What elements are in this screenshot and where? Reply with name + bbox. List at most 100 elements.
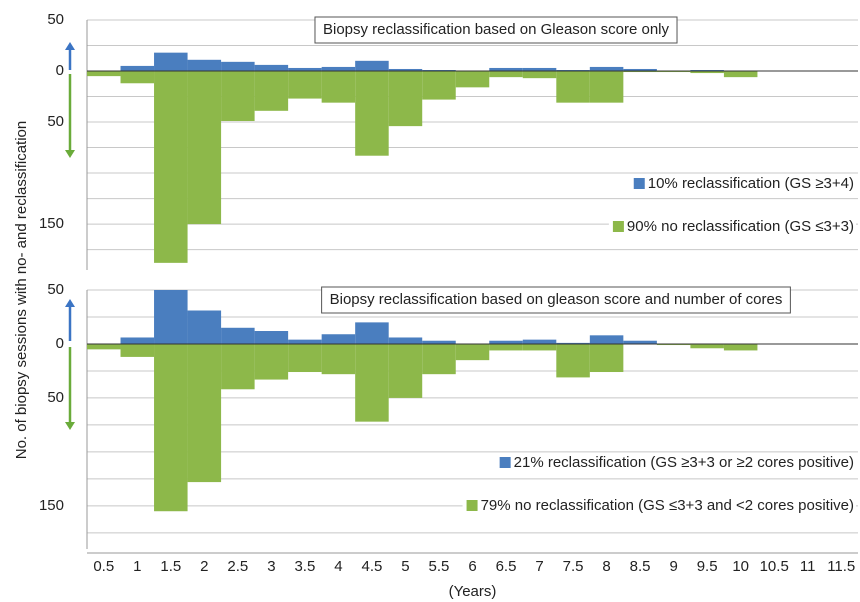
- bar: [288, 343, 322, 373]
- x-tick-label: 5: [401, 558, 409, 575]
- legend-swatch: [466, 500, 478, 511]
- legend-swatch: [499, 457, 511, 468]
- title-box: [314, 16, 678, 44]
- x-tick-label: 11.5: [827, 558, 855, 575]
- bar: [623, 340, 657, 344]
- bar: [489, 343, 523, 351]
- bar: [589, 335, 624, 344]
- bar: [690, 343, 724, 349]
- x-tick-label: 2.5: [227, 558, 248, 575]
- bar: [187, 59, 222, 72]
- x-axis-label: (Years): [449, 583, 497, 600]
- chart-title: Biopsy reclassification based on gleason…: [330, 291, 783, 308]
- bar: [221, 343, 255, 390]
- legend-bg: [495, 453, 856, 473]
- x-tick-label: 10: [732, 558, 749, 575]
- y-tick-label: 50: [47, 11, 64, 28]
- bar: [656, 71, 691, 73]
- bar: [321, 66, 356, 72]
- bar: [355, 343, 389, 422]
- legend-bg: [608, 217, 856, 237]
- bar: [254, 71, 289, 111]
- bar: [489, 67, 523, 72]
- bar: [723, 343, 758, 351]
- bar: [254, 331, 289, 344]
- legend-label: 90% no reclassification (GS ≤3+3): [627, 218, 854, 235]
- x-tick-label: 3.5: [294, 558, 315, 575]
- x-tick-label: 7: [535, 558, 543, 575]
- bar: [120, 337, 155, 344]
- bar: [422, 71, 456, 100]
- y-tick-label: 50: [47, 389, 64, 406]
- bar: [221, 61, 255, 72]
- bar: [556, 342, 590, 344]
- bar: [723, 71, 758, 78]
- bar: [589, 71, 624, 103]
- bar: [489, 340, 523, 344]
- bar: [656, 343, 691, 346]
- x-tick-label: 7.5: [563, 558, 584, 575]
- y-axis-label: No. of biopsy sessions with no- and recl…: [13, 121, 30, 460]
- y-tick-label: 0: [56, 335, 64, 352]
- bar: [422, 343, 456, 375]
- x-tick-label: 3: [267, 558, 275, 575]
- legend-swatch: [612, 221, 624, 232]
- bar: [522, 343, 557, 351]
- legend-label: 21% reclassification (GS ≥3+3 or ≥2 core…: [514, 454, 854, 471]
- bar: [87, 71, 121, 77]
- x-tick-label: 2: [200, 558, 208, 575]
- bar: [388, 343, 423, 398]
- legend-bg: [462, 496, 856, 516]
- y-tick-label: 50: [47, 113, 64, 130]
- bar: [422, 340, 456, 344]
- bar: [489, 71, 523, 78]
- x-tick-label: 0.5: [93, 558, 114, 575]
- bar: [589, 343, 624, 373]
- bar: [187, 343, 222, 483]
- x-tick-label: 8.5: [630, 558, 651, 575]
- bar: [690, 70, 724, 72]
- x-tick-label: 4.5: [362, 558, 383, 575]
- bar: [254, 343, 289, 380]
- bar: [556, 70, 590, 72]
- bar: [120, 65, 155, 72]
- bar: [120, 343, 155, 357]
- y-tick-label: 50: [47, 281, 64, 298]
- bar: [355, 60, 389, 72]
- bar: [623, 68, 657, 72]
- y-tick-label: 150: [39, 215, 64, 232]
- x-tick-label: 9: [669, 558, 677, 575]
- bar: [522, 71, 557, 79]
- bar: [154, 290, 188, 344]
- bar: [120, 71, 155, 84]
- bar: [288, 339, 322, 344]
- x-tick-label: 10.5: [760, 558, 789, 575]
- bar: [522, 339, 557, 344]
- bar: [422, 70, 456, 72]
- legend-swatch: [633, 178, 645, 189]
- legend-bg: [629, 174, 856, 194]
- bar: [455, 343, 490, 361]
- x-tick-label: 6: [468, 558, 476, 575]
- x-tick-label: 6.5: [496, 558, 517, 575]
- x-tick-label: 5.5: [429, 558, 450, 575]
- bar: [221, 327, 255, 344]
- x-tick-label: 4: [334, 558, 342, 575]
- bar: [87, 343, 121, 350]
- bar: [388, 68, 423, 72]
- title-box: [321, 286, 791, 314]
- y-tick-label: 0: [56, 62, 64, 79]
- bar: [690, 71, 724, 74]
- bar: [623, 71, 657, 73]
- bar: [522, 67, 557, 72]
- bar: [388, 337, 423, 344]
- legend-label: 10% reclassification (GS ≥3+4): [648, 175, 854, 192]
- x-tick-label: 1.5: [160, 558, 181, 575]
- bar: [187, 71, 222, 225]
- y-tick-label: 150: [39, 497, 64, 514]
- x-tick-label: 8: [602, 558, 610, 575]
- x-tick-label: 1: [133, 558, 141, 575]
- bar: [154, 52, 188, 72]
- bar: [254, 64, 289, 72]
- bar: [221, 71, 255, 122]
